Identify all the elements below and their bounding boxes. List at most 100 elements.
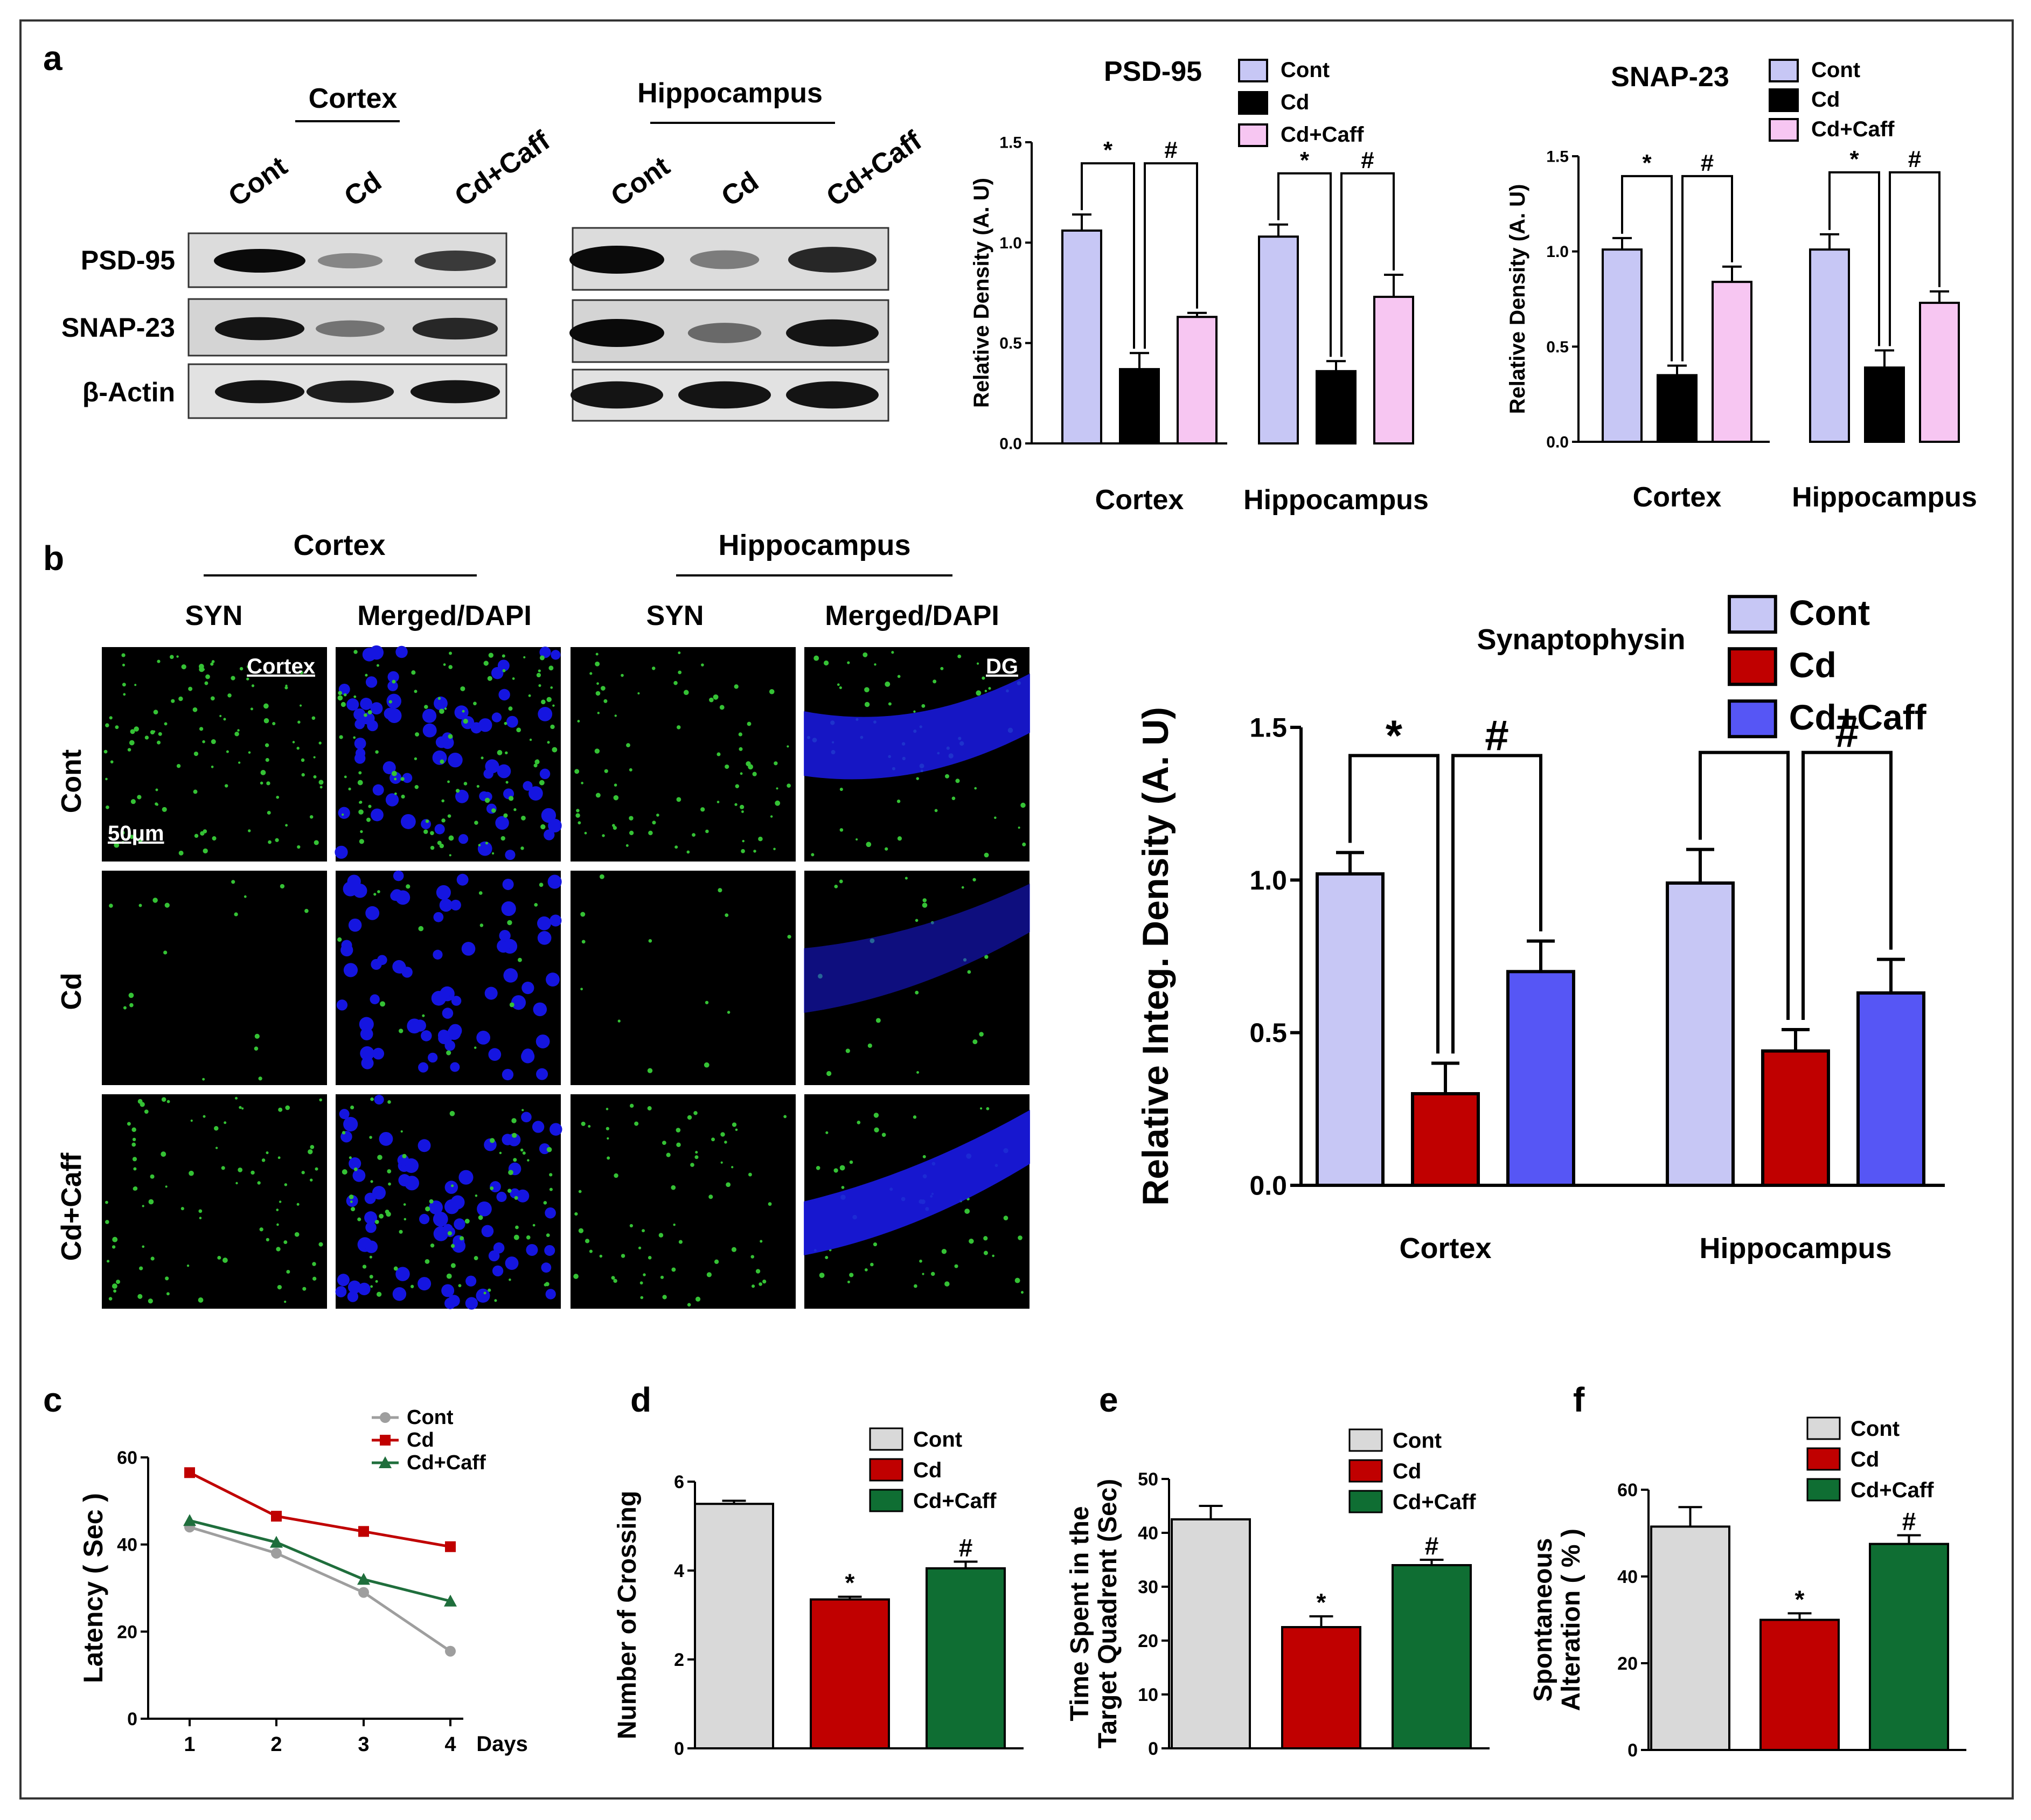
micro-tile-caff-syn-hippo bbox=[569, 1093, 797, 1310]
significance-mark: * bbox=[1300, 147, 1310, 173]
syn-puncta bbox=[238, 761, 241, 764]
syn-puncta bbox=[825, 1131, 829, 1134]
chart-synaptophysin: 0.0 0.5 1.0 1.5 Relative Integ. Density (A. … bbox=[1135, 593, 1945, 1265]
syn-puncta bbox=[112, 1237, 118, 1242]
dapi-nucleus bbox=[418, 1062, 429, 1073]
dapi-nucleus bbox=[550, 1123, 562, 1136]
dapi-nucleus bbox=[338, 807, 350, 819]
syn-puncta bbox=[304, 908, 309, 913]
legend-swatch bbox=[1769, 118, 1799, 142]
dapi-nucleus bbox=[541, 1262, 552, 1273]
syn-puncta bbox=[741, 810, 744, 813]
dapi-nucleus bbox=[432, 750, 447, 765]
syn-puncta bbox=[199, 1217, 202, 1219]
legend-label: Cont bbox=[1789, 593, 1870, 633]
syn-puncta bbox=[250, 707, 253, 711]
syn-puncta bbox=[176, 655, 179, 658]
syn-puncta bbox=[483, 661, 489, 666]
dapi-nucleus bbox=[478, 718, 492, 732]
syn-puncta bbox=[451, 1184, 454, 1187]
syn-puncta bbox=[129, 1003, 134, 1008]
dapi-nucleus bbox=[347, 1291, 359, 1302]
syn-puncta bbox=[509, 1278, 511, 1281]
syn-puncta bbox=[522, 1151, 526, 1155]
x-tick-label: 4 bbox=[444, 1733, 456, 1756]
syn-puncta bbox=[613, 826, 617, 830]
panel-label-e: e bbox=[1099, 1380, 1118, 1419]
syn-puncta bbox=[823, 660, 829, 666]
significance-mark: * bbox=[1103, 137, 1113, 163]
blot-hippo-lane-0: Cont bbox=[606, 150, 676, 212]
dapi-nucleus bbox=[362, 648, 377, 662]
syn-puncta bbox=[983, 1236, 988, 1241]
bar-cd bbox=[810, 1598, 890, 1749]
syn-puncta bbox=[212, 836, 217, 841]
dapi-nucleus bbox=[414, 1019, 426, 1032]
syn-puncta bbox=[719, 705, 725, 710]
syn-puncta bbox=[139, 1266, 143, 1270]
syn-puncta bbox=[753, 850, 756, 853]
dapi-nucleus bbox=[502, 1134, 513, 1145]
syn-puncta bbox=[651, 666, 656, 670]
syn-puncta bbox=[171, 699, 175, 703]
syn-puncta bbox=[734, 684, 739, 689]
syn-puncta bbox=[312, 1262, 316, 1266]
syn-puncta bbox=[193, 789, 198, 794]
syn-puncta bbox=[115, 725, 119, 730]
syn-puncta bbox=[606, 1127, 610, 1130]
legend-label: Cont bbox=[1811, 58, 1860, 82]
syn-puncta bbox=[574, 1212, 578, 1216]
dapi-nucleus bbox=[544, 829, 555, 840]
dapi-nucleus bbox=[391, 889, 403, 901]
significance-mark: * bbox=[1386, 711, 1403, 759]
syn-puncta bbox=[342, 813, 344, 816]
dapi-nucleus bbox=[343, 1116, 358, 1132]
dg-layer-cont bbox=[804, 673, 1030, 780]
syn-puncta bbox=[251, 1170, 255, 1175]
syn-puncta bbox=[400, 1130, 403, 1133]
dapi-nucleus bbox=[503, 968, 518, 983]
dapi-nucleus bbox=[402, 773, 413, 783]
syn-puncta bbox=[133, 1186, 138, 1191]
data-point bbox=[271, 1547, 282, 1559]
legend-swatch bbox=[1348, 1428, 1383, 1452]
syn-puncta bbox=[401, 794, 405, 799]
dapi-nucleus bbox=[393, 870, 404, 881]
syn-puncta bbox=[234, 731, 239, 737]
syn-puncta bbox=[105, 777, 108, 781]
syn-puncta bbox=[740, 804, 745, 809]
y-tick-label: 0 bbox=[127, 1709, 137, 1729]
syn-puncta bbox=[246, 677, 249, 680]
syn-puncta bbox=[448, 734, 453, 739]
syn-puncta bbox=[695, 1296, 701, 1302]
dapi-nucleus bbox=[465, 1275, 477, 1287]
significance-bracket bbox=[1681, 175, 1733, 362]
syn-puncta bbox=[222, 1258, 228, 1263]
syn-puncta bbox=[676, 1128, 681, 1133]
dapi-nucleus bbox=[387, 680, 398, 691]
syn-puncta bbox=[604, 769, 608, 773]
syn-puncta bbox=[399, 1029, 404, 1033]
syn-puncta bbox=[157, 659, 161, 663]
syn-puncta bbox=[787, 783, 791, 788]
syn-puncta bbox=[474, 1256, 478, 1261]
syn-puncta bbox=[310, 1145, 315, 1149]
legend-label: Cd bbox=[1851, 1448, 1879, 1471]
significance-mark: # bbox=[1164, 137, 1177, 163]
syn-puncta bbox=[180, 1207, 184, 1211]
syn-puncta bbox=[740, 772, 743, 775]
dapi-nucleus bbox=[371, 958, 382, 970]
syn-puncta bbox=[360, 830, 363, 833]
syn-puncta bbox=[888, 702, 892, 706]
syn-puncta bbox=[353, 650, 358, 654]
syn-puncta bbox=[577, 720, 580, 723]
syn-puncta bbox=[103, 749, 108, 754]
syn-puncta bbox=[760, 1240, 763, 1243]
dapi-nucleus bbox=[386, 693, 401, 709]
syn-puncta bbox=[775, 800, 781, 806]
syn-puncta bbox=[969, 1238, 974, 1244]
significance-mark: # bbox=[1835, 708, 1859, 756]
syn-puncta bbox=[254, 1046, 259, 1051]
syn-puncta bbox=[258, 1076, 262, 1081]
